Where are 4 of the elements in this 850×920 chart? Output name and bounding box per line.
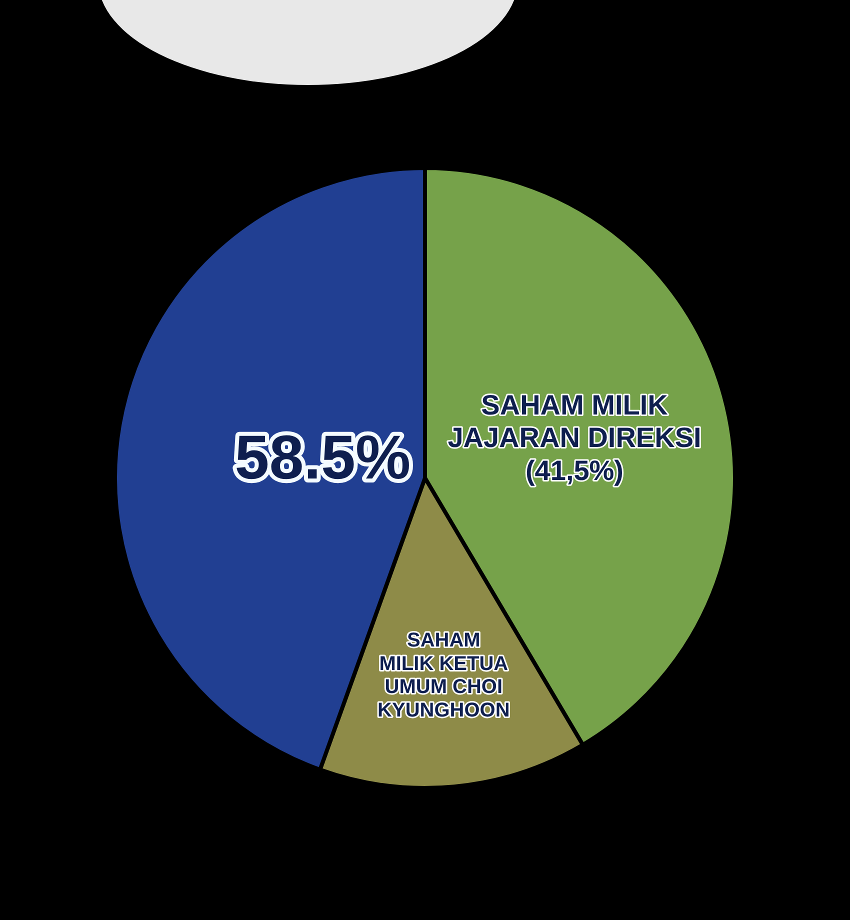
slice-label: SAHAM MILIK JAJARAN DIREKSI (448, 388, 702, 453)
slice-label: SAHAM MILIK KETUA UMUM CHOI KYUNGHOON (378, 629, 510, 722)
text: 58.5% (234, 424, 411, 492)
data-label: (41,5%) (525, 454, 624, 486)
